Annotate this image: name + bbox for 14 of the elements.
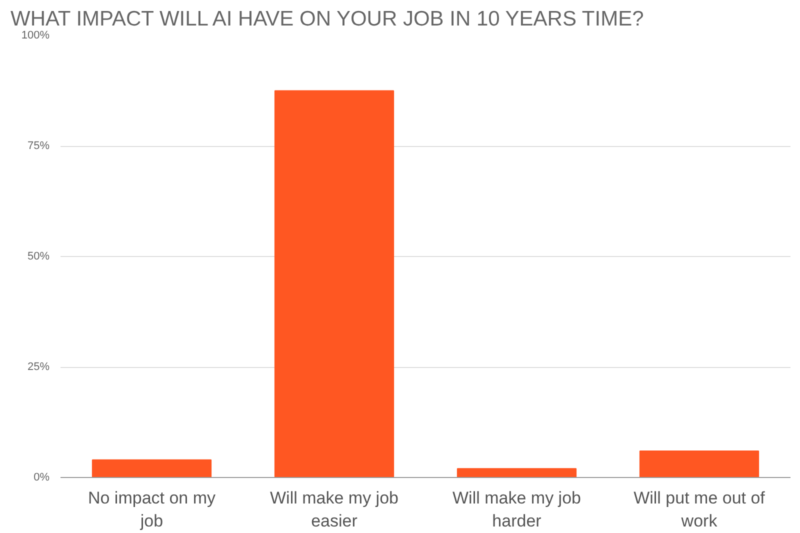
y-tick-label: 100%	[21, 30, 50, 42]
x-tick-label: Will put me out of work	[634, 488, 766, 530]
bar	[92, 459, 212, 478]
y-tick-label: 50%	[27, 250, 50, 262]
y-tick-label: 25%	[27, 361, 50, 373]
bar	[639, 450, 760, 478]
chart-title: WHAT IMPACT WILL AI HAVE ON YOUR JOB IN 10 YEARS TIME?	[10, 8, 644, 30]
x-tick-label: Will make my job harder	[452, 488, 581, 530]
x-tick-label: No impact on my job	[88, 488, 216, 530]
bar	[456, 468, 577, 478]
bar	[274, 90, 394, 478]
y-tick-label: 0%	[34, 472, 50, 484]
y-tick-label: 75%	[27, 140, 50, 152]
x-tick-label: Will make my job easier	[270, 488, 398, 530]
